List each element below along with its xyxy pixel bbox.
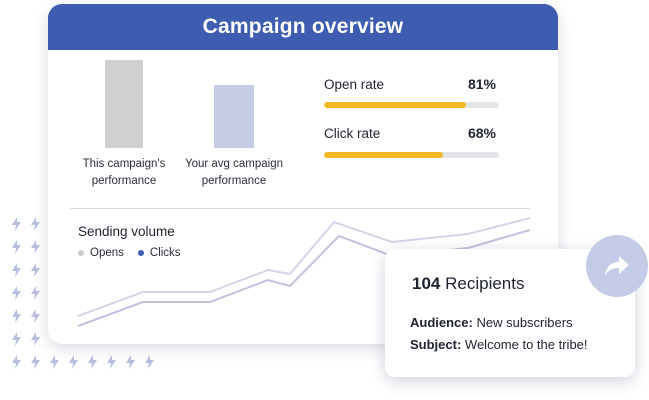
click-rate-progress-fill	[324, 152, 443, 158]
lightning-bolt-icon	[12, 286, 21, 300]
card-header: Campaign overview	[48, 4, 558, 50]
campaign-overview-card: Campaign overview This campaign's perfor…	[48, 4, 558, 344]
lightning-bolt-icon	[12, 355, 21, 369]
card-title: Campaign overview	[202, 15, 404, 38]
subject-line: Subject: Welcome to the tribe!	[410, 337, 588, 352]
share-arrow-icon	[605, 256, 629, 276]
sending-volume-legend: Opens Clicks	[78, 247, 181, 259]
section-divider	[70, 208, 530, 209]
open-rate-progress-fill	[324, 102, 466, 108]
open-rate-progress	[324, 102, 499, 108]
this-campaign-label: This campaign's performance	[82, 158, 166, 187]
share-button[interactable]	[586, 235, 648, 297]
lightning-bolt-icon	[31, 332, 40, 346]
sending-volume-title: Sending volume	[78, 224, 175, 239]
opens-dot-icon	[78, 250, 84, 256]
audience-value: New subscribers	[476, 315, 573, 330]
subject-value: Welcome to the tribe!	[464, 337, 588, 352]
this-campaign-bar	[105, 60, 143, 148]
legend-item-opens: Opens	[78, 247, 124, 259]
lightning-bolt-icon	[69, 355, 78, 369]
legend-label-clicks: Clicks	[149, 247, 181, 259]
recipients-count: 104	[412, 274, 441, 293]
lightning-bolt-icon	[31, 217, 40, 231]
lightning-bolt-icon	[12, 263, 21, 277]
lightning-bolt-icon	[88, 355, 97, 369]
legend-label-opens: Opens	[90, 247, 124, 259]
lightning-bolt-icon	[31, 309, 40, 323]
lightning-bolt-icon	[31, 286, 40, 300]
recipients-summary: 104 Recipients	[412, 274, 524, 294]
lightning-bolt-icon	[145, 355, 154, 369]
click-rate-value: 68%	[467, 125, 496, 141]
lightning-bolt-icon	[107, 355, 116, 369]
lightning-bolt-icon	[31, 263, 40, 277]
lightning-bolt-pattern	[0, 0, 170, 400]
subject-label: Subject:	[410, 337, 462, 352]
clicks-dot-icon	[137, 250, 144, 256]
lightning-bolt-icon	[12, 332, 21, 346]
lightning-bolt-icon	[12, 217, 21, 231]
avg-campaign-bar	[214, 85, 254, 148]
lightning-bolt-icon	[31, 240, 40, 254]
click-rate-progress	[324, 152, 499, 158]
avg-campaign-label: Your avg campaign performance	[184, 158, 284, 187]
legend-item-clicks: Clicks	[137, 247, 181, 259]
open-rate-value: 81%	[467, 76, 496, 92]
audience-line: Audience: New subscribers	[410, 315, 573, 330]
recipients-label: Recipients	[445, 274, 525, 293]
click-rate-label: Click rate	[324, 126, 381, 141]
lightning-bolt-icon	[12, 309, 21, 323]
lightning-bolt-icon	[31, 355, 40, 369]
lightning-bolt-icon	[12, 240, 21, 254]
opens-line	[77, 217, 531, 317]
lightning-bolt-icon	[126, 355, 135, 369]
audience-label: Audience:	[410, 315, 473, 330]
lightning-bolt-icon	[50, 355, 59, 369]
open-rate-label: Open rate	[324, 77, 385, 92]
